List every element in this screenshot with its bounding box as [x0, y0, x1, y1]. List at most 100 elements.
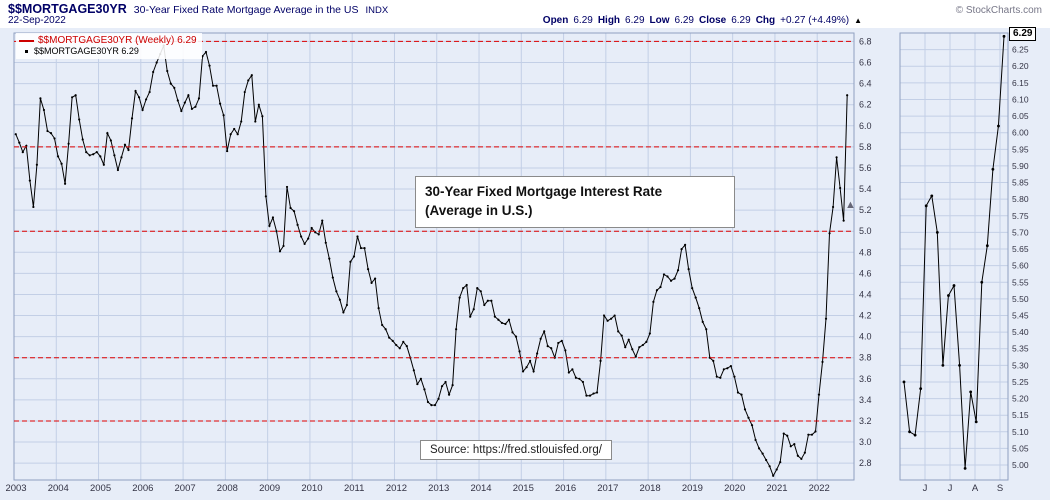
- black-dot-swatch-icon: [25, 49, 28, 53]
- svg-text:2017: 2017: [597, 483, 618, 494]
- svg-text:5.6: 5.6: [859, 163, 872, 173]
- svg-text:5.90: 5.90: [1012, 161, 1029, 171]
- svg-text:2010: 2010: [301, 483, 322, 494]
- svg-text:5.00: 5.00: [1012, 460, 1029, 470]
- svg-text:5.25: 5.25: [1012, 377, 1029, 387]
- svg-text:5.70: 5.70: [1012, 227, 1029, 237]
- svg-text:S: S: [997, 483, 1003, 494]
- svg-text:2014: 2014: [470, 483, 491, 494]
- up-arrow-icon: ▲: [854, 16, 862, 25]
- source-box: Source: https://fred.stlouisfed.org/: [420, 440, 612, 460]
- svg-text:2016: 2016: [555, 483, 576, 494]
- svg-text:2.8: 2.8: [859, 458, 872, 468]
- svg-text:4.0: 4.0: [859, 332, 872, 342]
- svg-text:5.55: 5.55: [1012, 277, 1029, 287]
- legend-item-symbol[interactable]: $$MORTGAGE30YR 6.29: [19, 46, 197, 56]
- svg-text:6.8: 6.8: [859, 36, 872, 46]
- svg-text:5.95: 5.95: [1012, 144, 1029, 154]
- svg-text:5.80: 5.80: [1012, 194, 1029, 204]
- quote-chg-label: Chg: [755, 15, 776, 26]
- svg-text:3.4: 3.4: [859, 395, 872, 405]
- header-quote-row: 22-Sep-2022 Open 6.29 High 6.29 Low 6.29…: [8, 15, 862, 26]
- svg-text:6.00: 6.00: [1012, 128, 1029, 138]
- main-chart-plot[interactable]: 6.8 6.6 6.4 6.2 6.0 5.8 5.6 5.4 5.2 5.0 4.8 4.6 4.4 4…: [5, 32, 884, 499]
- quote-high-label: High: [597, 15, 621, 26]
- svg-text:5.15: 5.15: [1012, 410, 1029, 420]
- last-price-label: 6.29: [1009, 27, 1037, 41]
- svg-text:5.05: 5.05: [1012, 443, 1029, 453]
- chart-header: $$MORTGAGE30YR 30-Year Fixed Rate Mortga…: [0, 0, 1050, 28]
- legend-symbol-label: $$MORTGAGE30YR 6.29: [34, 46, 139, 56]
- svg-text:6.2: 6.2: [859, 100, 872, 110]
- quote-close-value: 6.29: [731, 15, 751, 26]
- breakout-up-arrow-icon: ▲: [845, 199, 856, 211]
- quote-high-value: 6.29: [625, 15, 645, 26]
- quote-close-label: Close: [698, 15, 727, 26]
- quote-open-label: Open: [542, 15, 569, 26]
- svg-text:5.60: 5.60: [1012, 261, 1029, 271]
- svg-text:4.4: 4.4: [859, 289, 872, 299]
- svg-text:2009: 2009: [259, 483, 280, 494]
- svg-text:5.40: 5.40: [1012, 327, 1029, 337]
- svg-text:5.35: 5.35: [1012, 344, 1029, 354]
- svg-text:2003: 2003: [5, 483, 26, 494]
- ticker-symbol[interactable]: $$MORTGAGE30YR: [8, 2, 127, 16]
- svg-text:J: J: [923, 483, 928, 494]
- svg-text:6.6: 6.6: [859, 58, 872, 68]
- legend-weekly-label: $$MORTGAGE30YR (Weekly) 6.29: [38, 35, 197, 46]
- chart-legend: $$MORTGAGE30YR (Weekly) 6.29 $$MORTGAGE3…: [16, 33, 202, 59]
- svg-text:5.50: 5.50: [1012, 294, 1029, 304]
- svg-text:3.0: 3.0: [859, 437, 872, 447]
- svg-text:5.10: 5.10: [1012, 427, 1029, 437]
- svg-text:2007: 2007: [175, 483, 196, 494]
- svg-text:6.10: 6.10: [1012, 94, 1029, 104]
- quote-date: 22-Sep-2022: [8, 15, 66, 26]
- svg-text:2006: 2006: [132, 483, 153, 494]
- note-line-1: 30-Year Fixed Mortgage Interest Rate: [425, 184, 663, 199]
- exchange-label: INDX: [365, 5, 389, 16]
- svg-text:J: J: [948, 483, 953, 494]
- svg-text:5.2: 5.2: [859, 205, 872, 215]
- svg-text:4.2: 4.2: [859, 311, 872, 321]
- quote-open-value: 6.29: [573, 15, 593, 26]
- stockcharts-copyright[interactable]: © StockCharts.com: [955, 5, 1042, 16]
- legend-item-weekly[interactable]: $$MORTGAGE30YR (Weekly) 6.29: [19, 35, 197, 46]
- svg-text:5.85: 5.85: [1012, 178, 1029, 188]
- svg-text:5.45: 5.45: [1012, 310, 1029, 320]
- symbol-description: 30-Year Fixed Rate Mortgage Average in t…: [133, 4, 359, 16]
- svg-text:6.05: 6.05: [1012, 111, 1029, 121]
- svg-text:5.30: 5.30: [1012, 360, 1029, 370]
- quote-chg-value: +0.27 (+4.49%): [780, 15, 850, 26]
- svg-text:A: A: [972, 483, 979, 494]
- svg-text:4.8: 4.8: [859, 247, 872, 257]
- svg-text:5.20: 5.20: [1012, 394, 1029, 404]
- svg-text:2015: 2015: [513, 483, 534, 494]
- quote-summary: Open 6.29 High 6.29 Low 6.29 Close 6.29 …: [543, 15, 862, 26]
- inset-chart-plot[interactable]: 6.25 6.20 6.15 6.10 6.05 6.00 5.95 5.90 5.85 5.80…: [899, 32, 1050, 499]
- svg-text:2018: 2018: [640, 483, 661, 494]
- svg-text:6.15: 6.15: [1012, 78, 1029, 88]
- svg-text:2008: 2008: [217, 483, 238, 494]
- svg-text:2022: 2022: [809, 483, 830, 494]
- quote-low-label: Low: [649, 15, 670, 26]
- svg-text:5.8: 5.8: [859, 142, 872, 152]
- svg-text:2020: 2020: [724, 483, 745, 494]
- svg-text:2005: 2005: [90, 483, 111, 494]
- svg-text:6.25: 6.25: [1012, 45, 1029, 55]
- svg-text:2012: 2012: [386, 483, 407, 494]
- svg-text:3.2: 3.2: [859, 416, 872, 426]
- quote-low-value: 6.29: [674, 15, 694, 26]
- svg-text:5.65: 5.65: [1012, 244, 1029, 254]
- annotation-note-box: 30-Year Fixed Mortgage Interest Rate (Av…: [415, 176, 735, 228]
- svg-text:2013: 2013: [428, 483, 449, 494]
- header-title-row: $$MORTGAGE30YR 30-Year Fixed Rate Mortga…: [8, 2, 1042, 16]
- svg-text:6.0: 6.0: [859, 121, 872, 131]
- red-line-swatch-icon: [19, 39, 34, 42]
- svg-text:2021: 2021: [766, 483, 787, 494]
- svg-text:5.4: 5.4: [859, 184, 872, 194]
- svg-text:2019: 2019: [682, 483, 703, 494]
- svg-text:6.20: 6.20: [1012, 61, 1029, 71]
- svg-text:2011: 2011: [344, 483, 364, 494]
- svg-text:2004: 2004: [48, 483, 69, 494]
- svg-text:3.8: 3.8: [859, 353, 872, 363]
